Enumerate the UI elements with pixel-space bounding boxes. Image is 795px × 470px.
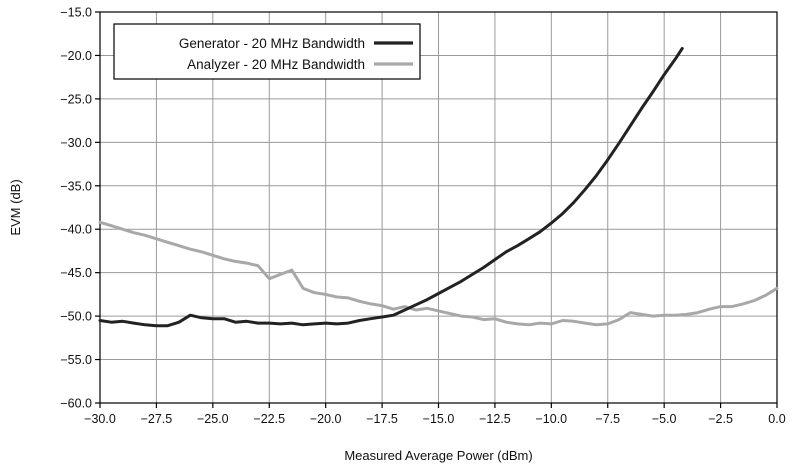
x-tick-label: −2.5 bbox=[708, 412, 733, 426]
x-tick-label: 0.0 bbox=[768, 412, 785, 426]
x-tick-label: −30.0 bbox=[84, 412, 116, 426]
y-tick-label: −30.0 bbox=[60, 136, 92, 150]
y-tick-label: −20.0 bbox=[60, 49, 92, 63]
legend: Generator - 20 MHz Bandwidth Analyzer - … bbox=[113, 23, 421, 80]
y-tick-label: −25.0 bbox=[60, 92, 92, 106]
y-tick-label: −40.0 bbox=[60, 223, 92, 237]
x-tick-label: −10.0 bbox=[536, 412, 568, 426]
y-axis-label: EVM (dB) bbox=[8, 179, 23, 235]
y-tick-label: −60.0 bbox=[60, 397, 92, 411]
legend-label-generator: Generator - 20 MHz Bandwidth bbox=[179, 36, 365, 51]
x-tick-label: −17.5 bbox=[366, 412, 398, 426]
x-tick-label: −15.0 bbox=[423, 412, 455, 426]
series-layer bbox=[98, 47, 779, 328]
x-tick-label: −20.0 bbox=[310, 412, 342, 426]
x-tick-label: −7.5 bbox=[595, 412, 620, 426]
y-axis-ticks: −15.0 −20.0 −25.0 −30.0 −35.0 −40.0 −45.0 −50.0… bbox=[60, 6, 100, 411]
x-axis-label: Measured Average Power (dBm) bbox=[344, 448, 532, 463]
x-tick-label: −27.5 bbox=[141, 412, 173, 426]
x-tick-label: −25.0 bbox=[197, 412, 229, 426]
x-tick-label: −5.0 bbox=[652, 412, 677, 426]
series-line-analyzer bbox=[98, 220, 779, 327]
legend-label-analyzer: Analyzer - 20 MHz Bandwidth bbox=[187, 57, 365, 72]
x-axis-ticks: −30.0 −27.5 −25.0 −22.5 −20.0 −17.5 −15.0 −12.5… bbox=[84, 403, 786, 426]
y-tick-label: −35.0 bbox=[60, 179, 92, 193]
y-tick-label: −45.0 bbox=[60, 266, 92, 280]
x-tick-label: −22.5 bbox=[253, 412, 285, 426]
y-tick-label: −50.0 bbox=[60, 310, 92, 324]
legend-box bbox=[113, 23, 421, 80]
series-line-generator bbox=[98, 47, 684, 328]
y-tick-label: −55.0 bbox=[60, 353, 92, 367]
x-tick-label: −12.5 bbox=[479, 412, 511, 426]
y-tick-label: −15.0 bbox=[60, 6, 92, 20]
